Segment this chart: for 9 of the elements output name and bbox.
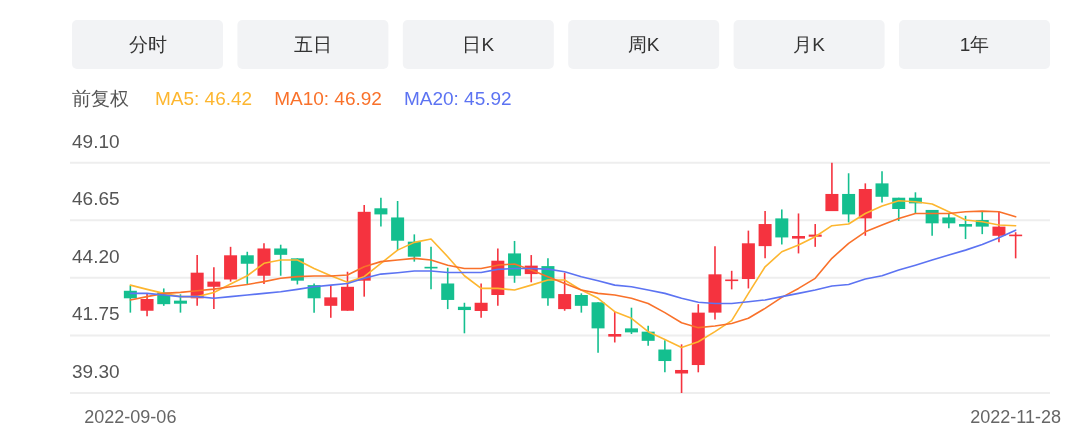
- y-tick-label: 49.10: [72, 130, 120, 152]
- legend: 前复权 MA5: 46.42 MA10: 46.92 MA20: 45.92: [72, 88, 512, 109]
- y-tick-label: 46.65: [72, 188, 120, 210]
- x-tick-label: 2022-11-28: [970, 407, 1062, 427]
- y-tick-label: 41.75: [72, 303, 120, 325]
- tab-buttons: 分时 五日 日K 周K 月K 1年: [72, 20, 1050, 69]
- y-tick-label: 39.30: [72, 361, 120, 382]
- x-tick-label: 2022-09-06: [84, 407, 177, 427]
- y-tick-label: 44.20: [72, 245, 120, 267]
